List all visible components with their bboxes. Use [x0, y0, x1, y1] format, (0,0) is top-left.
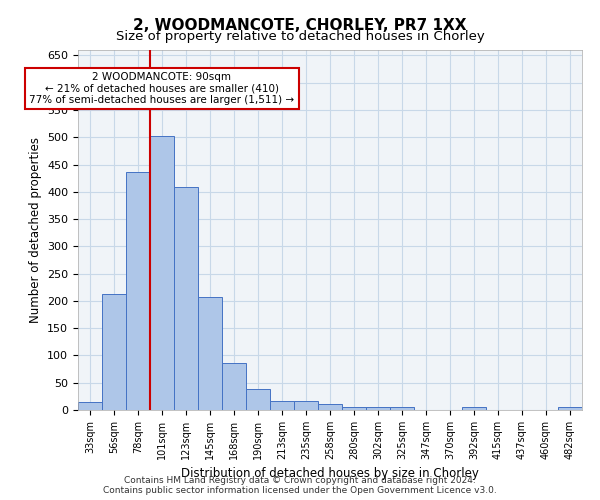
Bar — [270, 400, 294, 410]
Bar — [294, 400, 318, 410]
Bar — [222, 363, 246, 410]
Text: Contains HM Land Registry data © Crown copyright and database right 2024.
Contai: Contains HM Land Registry data © Crown c… — [103, 476, 497, 495]
Text: 2 WOODMANCOTE: 90sqm
← 21% of detached houses are smaller (410)
77% of semi-deta: 2 WOODMANCOTE: 90sqm ← 21% of detached h… — [29, 72, 295, 105]
Bar — [558, 408, 582, 410]
Bar — [318, 404, 342, 410]
Text: Size of property relative to detached houses in Chorley: Size of property relative to detached ho… — [116, 30, 484, 43]
Bar — [150, 136, 174, 410]
Bar — [246, 388, 270, 410]
Bar — [126, 172, 150, 410]
Y-axis label: Number of detached properties: Number of detached properties — [29, 137, 41, 323]
Bar — [342, 406, 366, 410]
Bar — [462, 408, 486, 410]
X-axis label: Distribution of detached houses by size in Chorley: Distribution of detached houses by size … — [181, 468, 479, 480]
Bar — [390, 408, 414, 410]
Bar — [102, 294, 126, 410]
Bar — [174, 188, 198, 410]
Bar — [366, 408, 390, 410]
Bar — [198, 297, 222, 410]
Bar — [78, 402, 102, 410]
Text: 2, WOODMANCOTE, CHORLEY, PR7 1XX: 2, WOODMANCOTE, CHORLEY, PR7 1XX — [133, 18, 467, 32]
